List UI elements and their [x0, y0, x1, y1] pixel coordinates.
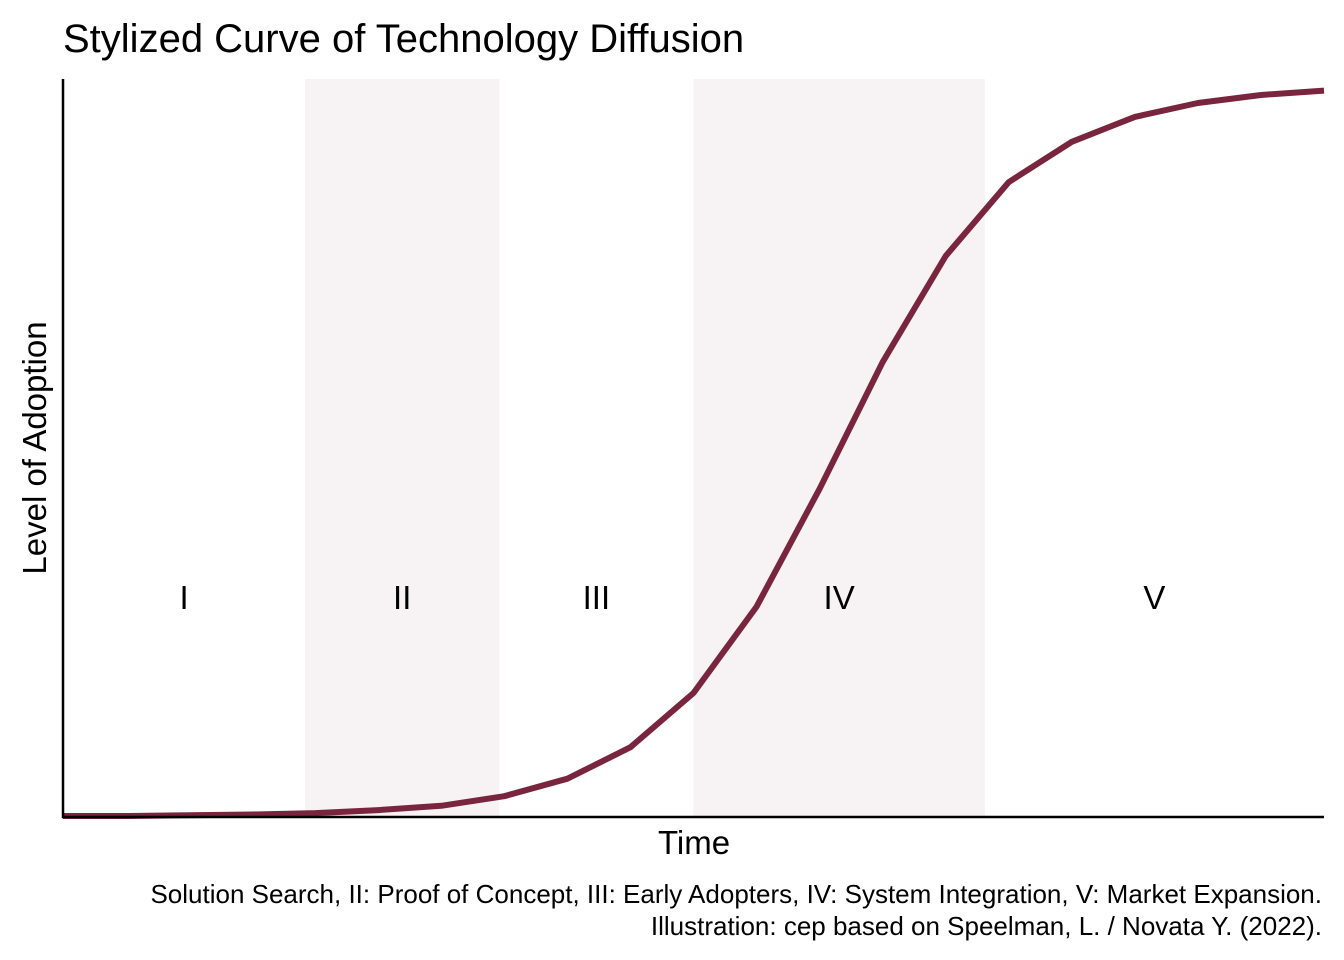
- chart-title: Stylized Curve of Technology Diffusion: [63, 17, 744, 61]
- phase-label-i: I: [179, 579, 188, 616]
- phase-label-v: V: [1143, 579, 1165, 616]
- caption-line-1: Solution Search, II: Proof of Concept, I…: [150, 879, 1322, 909]
- phase-band-ii: [305, 79, 500, 816]
- adoption-curve: [63, 87, 1325, 819]
- phase-label-iv: IV: [824, 579, 855, 616]
- phase-bands: [305, 79, 985, 816]
- y-axis-label: Level of Adoption: [16, 321, 53, 574]
- phase-label-ii: II: [393, 579, 411, 616]
- x-axis-label: Time: [658, 824, 730, 861]
- phase-label-iii: III: [583, 579, 611, 616]
- caption-line-2: Illustration: cep based on Speelman, L. …: [651, 911, 1322, 941]
- phase-labels: I II III IV V: [179, 579, 1165, 616]
